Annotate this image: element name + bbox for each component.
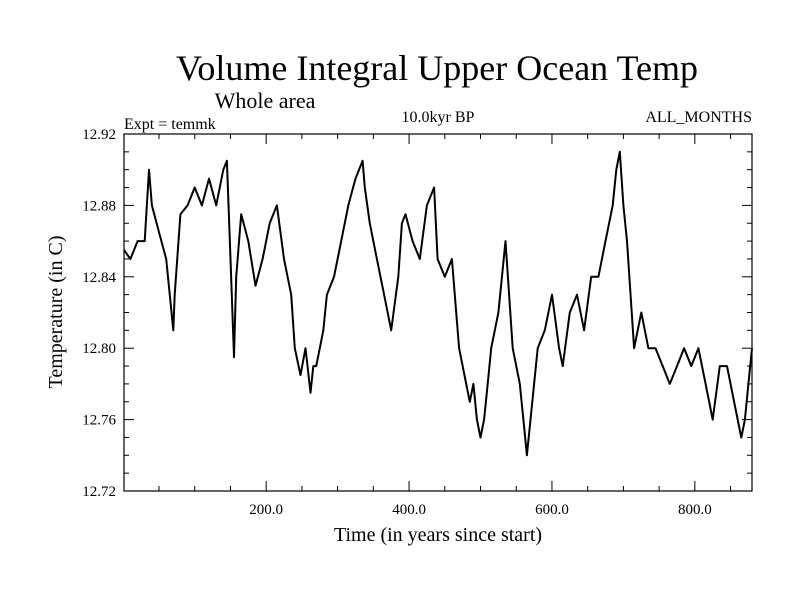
y-axis-label: Temperature (in C) xyxy=(45,236,67,389)
x-tick-label: 800.0 xyxy=(678,502,712,518)
x-tick-label: 400.0 xyxy=(392,502,426,518)
y-tick-label: 12.88 xyxy=(82,198,116,214)
y-tick-label: 12.92 xyxy=(82,127,116,143)
x-tick-label: 600.0 xyxy=(535,502,569,518)
temperature-series-line xyxy=(123,150,753,457)
y-tick-label: 12.76 xyxy=(82,413,116,429)
period-label: 10.0kyr BP xyxy=(402,109,475,126)
months-label: ALL_MONTHS xyxy=(645,109,752,126)
experiment-label: Expt = temmk xyxy=(124,116,216,133)
plot-frame xyxy=(123,133,753,492)
y-tick-label: 12.80 xyxy=(82,341,116,357)
y-axis: 12.72 12.76 12.80 12.84 12.88 12.92 xyxy=(82,127,752,500)
y-tick-label: 12.84 xyxy=(82,270,116,286)
x-tick-label: 200.0 xyxy=(249,502,283,518)
chart-title: Volume Integral Upper Ocean Temp xyxy=(176,48,698,88)
x-axis-label: Time (in years since start) xyxy=(334,524,542,546)
x-axis: 200.0 400.0 600.0 800.0 xyxy=(158,134,732,518)
y-tick-label: 12.72 xyxy=(82,484,116,500)
chart-subtitle: Whole area xyxy=(215,88,316,113)
